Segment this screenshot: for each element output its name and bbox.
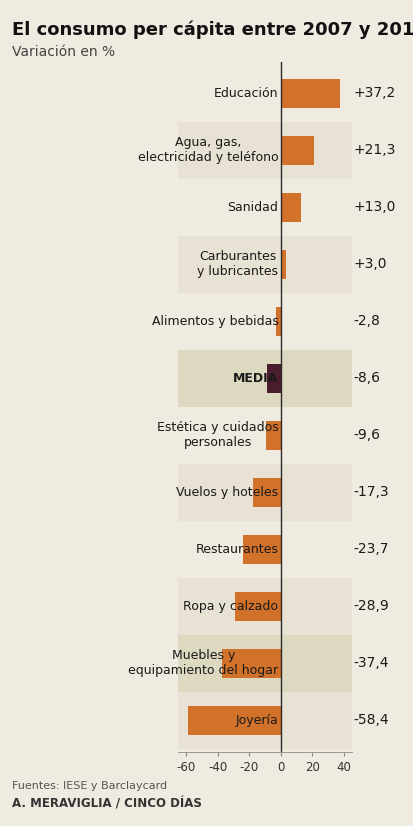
Text: Restaurantes: Restaurantes bbox=[195, 543, 278, 556]
Bar bbox=[178, 635, 351, 692]
Bar bbox=[275, 307, 280, 335]
Text: Agua, gas,
electricidad y teléfono: Agua, gas, electricidad y teléfono bbox=[138, 136, 278, 164]
Text: -9,6: -9,6 bbox=[353, 429, 380, 442]
Bar bbox=[178, 349, 351, 407]
Text: El consumo per cápita entre 2007 y 2014: El consumo per cápita entre 2007 y 2014 bbox=[12, 21, 413, 39]
Bar bbox=[221, 649, 280, 677]
Text: +13,0: +13,0 bbox=[353, 200, 395, 214]
Bar bbox=[243, 535, 280, 563]
Bar bbox=[280, 250, 285, 278]
Bar bbox=[178, 407, 351, 464]
Bar bbox=[178, 64, 351, 121]
Text: Joyería: Joyería bbox=[235, 714, 278, 727]
Text: Variación en %: Variación en % bbox=[12, 45, 115, 59]
Text: -37,4: -37,4 bbox=[353, 657, 388, 671]
Bar bbox=[178, 292, 351, 349]
Bar bbox=[265, 421, 280, 449]
Text: Sanidad: Sanidad bbox=[227, 201, 278, 214]
Text: A. MERAVIGLIA / CINCO DÍAS: A. MERAVIGLIA / CINCO DÍAS bbox=[12, 797, 202, 810]
Text: Educación: Educación bbox=[214, 87, 278, 100]
Bar bbox=[178, 121, 351, 178]
Bar bbox=[188, 706, 280, 734]
Bar bbox=[266, 364, 280, 392]
Text: Ropa y calzado: Ropa y calzado bbox=[183, 600, 278, 613]
Text: Estética y cuidados
personales: Estética y cuidados personales bbox=[156, 421, 278, 449]
Text: +21,3: +21,3 bbox=[353, 143, 395, 157]
Text: Muebles y
equipamiento del hogar: Muebles y equipamiento del hogar bbox=[128, 649, 278, 677]
Text: Fuentes: IESE y Barclaycard: Fuentes: IESE y Barclaycard bbox=[12, 781, 167, 790]
Text: -58,4: -58,4 bbox=[353, 714, 388, 728]
Bar bbox=[280, 79, 339, 107]
Bar bbox=[178, 578, 351, 635]
Bar bbox=[178, 178, 351, 235]
Text: +37,2: +37,2 bbox=[353, 86, 395, 100]
Bar bbox=[178, 692, 351, 749]
Text: -23,7: -23,7 bbox=[353, 543, 388, 556]
Text: -28,9: -28,9 bbox=[353, 600, 388, 614]
Bar bbox=[253, 478, 280, 506]
Bar bbox=[280, 193, 301, 221]
Bar bbox=[235, 592, 280, 620]
Text: -2,8: -2,8 bbox=[353, 315, 380, 328]
Bar bbox=[178, 464, 351, 521]
Bar bbox=[178, 521, 351, 578]
Text: Vuelos y hoteles: Vuelos y hoteles bbox=[176, 486, 278, 499]
Text: Alimentos y bebidas: Alimentos y bebidas bbox=[151, 315, 278, 328]
Bar bbox=[178, 235, 351, 292]
Text: -17,3: -17,3 bbox=[353, 486, 388, 499]
Bar bbox=[280, 136, 314, 164]
Text: -8,6: -8,6 bbox=[353, 372, 380, 385]
Text: +3,0: +3,0 bbox=[353, 258, 386, 271]
Text: MEDIA: MEDIA bbox=[233, 372, 278, 385]
Text: Carburantes
y lubricantes: Carburantes y lubricantes bbox=[197, 250, 278, 278]
